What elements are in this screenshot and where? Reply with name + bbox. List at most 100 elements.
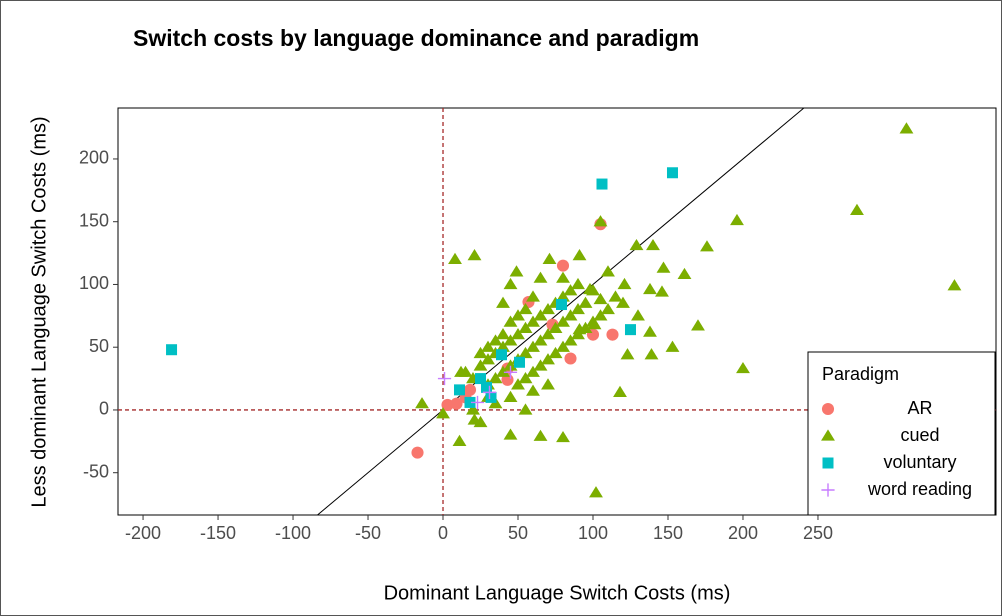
point bbox=[464, 396, 476, 408]
point bbox=[563, 309, 578, 321]
point bbox=[624, 324, 636, 336]
point bbox=[541, 378, 555, 390]
point bbox=[556, 290, 570, 302]
y-tick-label: 150 bbox=[79, 210, 109, 230]
point bbox=[466, 403, 480, 415]
point bbox=[629, 238, 644, 251]
x-tick-label: 0 bbox=[438, 523, 448, 543]
point bbox=[450, 397, 463, 410]
point bbox=[620, 348, 635, 360]
point bbox=[458, 365, 473, 377]
point bbox=[475, 373, 487, 385]
point bbox=[533, 429, 548, 441]
point bbox=[496, 328, 510, 340]
point bbox=[556, 340, 570, 352]
point bbox=[503, 390, 518, 403]
point bbox=[488, 371, 503, 384]
point bbox=[481, 340, 495, 352]
point bbox=[526, 365, 540, 377]
point bbox=[448, 252, 462, 264]
point bbox=[608, 290, 623, 302]
point bbox=[452, 434, 467, 446]
point bbox=[509, 265, 524, 277]
point bbox=[511, 309, 525, 321]
point bbox=[437, 371, 452, 386]
point bbox=[496, 349, 508, 361]
y-tick-label: 50 bbox=[89, 336, 109, 356]
point bbox=[643, 282, 657, 295]
point bbox=[691, 319, 705, 331]
point bbox=[601, 265, 615, 277]
point bbox=[436, 407, 450, 419]
point bbox=[606, 328, 619, 341]
x-axis-title: Dominant Language Switch Costs (ms) bbox=[384, 582, 731, 604]
point bbox=[613, 385, 627, 398]
point bbox=[656, 261, 671, 273]
point bbox=[533, 359, 548, 371]
point bbox=[850, 203, 864, 216]
point bbox=[589, 486, 603, 498]
point bbox=[601, 302, 615, 315]
point bbox=[563, 284, 578, 296]
point bbox=[700, 240, 714, 252]
point bbox=[644, 348, 659, 360]
point bbox=[556, 430, 570, 443]
point bbox=[555, 299, 567, 311]
point bbox=[526, 290, 540, 302]
x-tick-label: -150 bbox=[200, 523, 236, 543]
x-tick-label: 250 bbox=[803, 523, 833, 543]
x-tick-label: -100 bbox=[275, 523, 311, 543]
point bbox=[482, 385, 497, 399]
legend-label: cued bbox=[900, 425, 939, 445]
point bbox=[541, 328, 555, 340]
point bbox=[503, 359, 518, 371]
legend-title: Paradigm bbox=[822, 364, 899, 384]
point bbox=[526, 384, 540, 396]
point bbox=[441, 398, 454, 411]
y-axis-title: Less dominant Language Switch Costs (ms) bbox=[28, 116, 50, 507]
x-tick-label: 200 bbox=[728, 523, 758, 543]
point bbox=[666, 167, 678, 179]
point bbox=[899, 122, 914, 134]
point bbox=[593, 292, 608, 305]
y-tick-label: -50 bbox=[83, 461, 109, 481]
point bbox=[473, 346, 488, 359]
point bbox=[526, 340, 540, 352]
point bbox=[541, 302, 555, 315]
point bbox=[467, 248, 482, 261]
point bbox=[473, 415, 488, 428]
point bbox=[518, 321, 533, 333]
point bbox=[533, 271, 548, 283]
point bbox=[655, 285, 669, 297]
point bbox=[470, 395, 485, 410]
point bbox=[736, 361, 750, 374]
point bbox=[514, 356, 526, 368]
point bbox=[563, 334, 578, 346]
y-tick-label: 200 bbox=[79, 148, 109, 168]
point bbox=[533, 309, 548, 321]
legend-marker bbox=[821, 402, 835, 416]
point bbox=[643, 325, 657, 337]
point bbox=[564, 352, 577, 365]
point bbox=[616, 296, 630, 308]
point bbox=[415, 397, 429, 409]
chart-title: Switch costs by language dominance and p… bbox=[133, 25, 699, 51]
point bbox=[463, 383, 477, 396]
legend-label: AR bbox=[907, 398, 932, 418]
legend-box bbox=[807, 351, 996, 516]
point bbox=[503, 428, 518, 440]
point bbox=[631, 309, 645, 321]
point bbox=[617, 277, 632, 290]
legend-label: voluntary bbox=[883, 452, 956, 472]
point bbox=[533, 334, 548, 346]
point bbox=[503, 365, 518, 379]
point bbox=[578, 296, 593, 308]
y-tick-label: 100 bbox=[79, 273, 109, 293]
point bbox=[593, 309, 608, 321]
point bbox=[947, 279, 962, 291]
identity-line bbox=[317, 107, 805, 516]
point bbox=[411, 446, 424, 459]
point bbox=[518, 371, 533, 384]
point bbox=[454, 384, 466, 396]
